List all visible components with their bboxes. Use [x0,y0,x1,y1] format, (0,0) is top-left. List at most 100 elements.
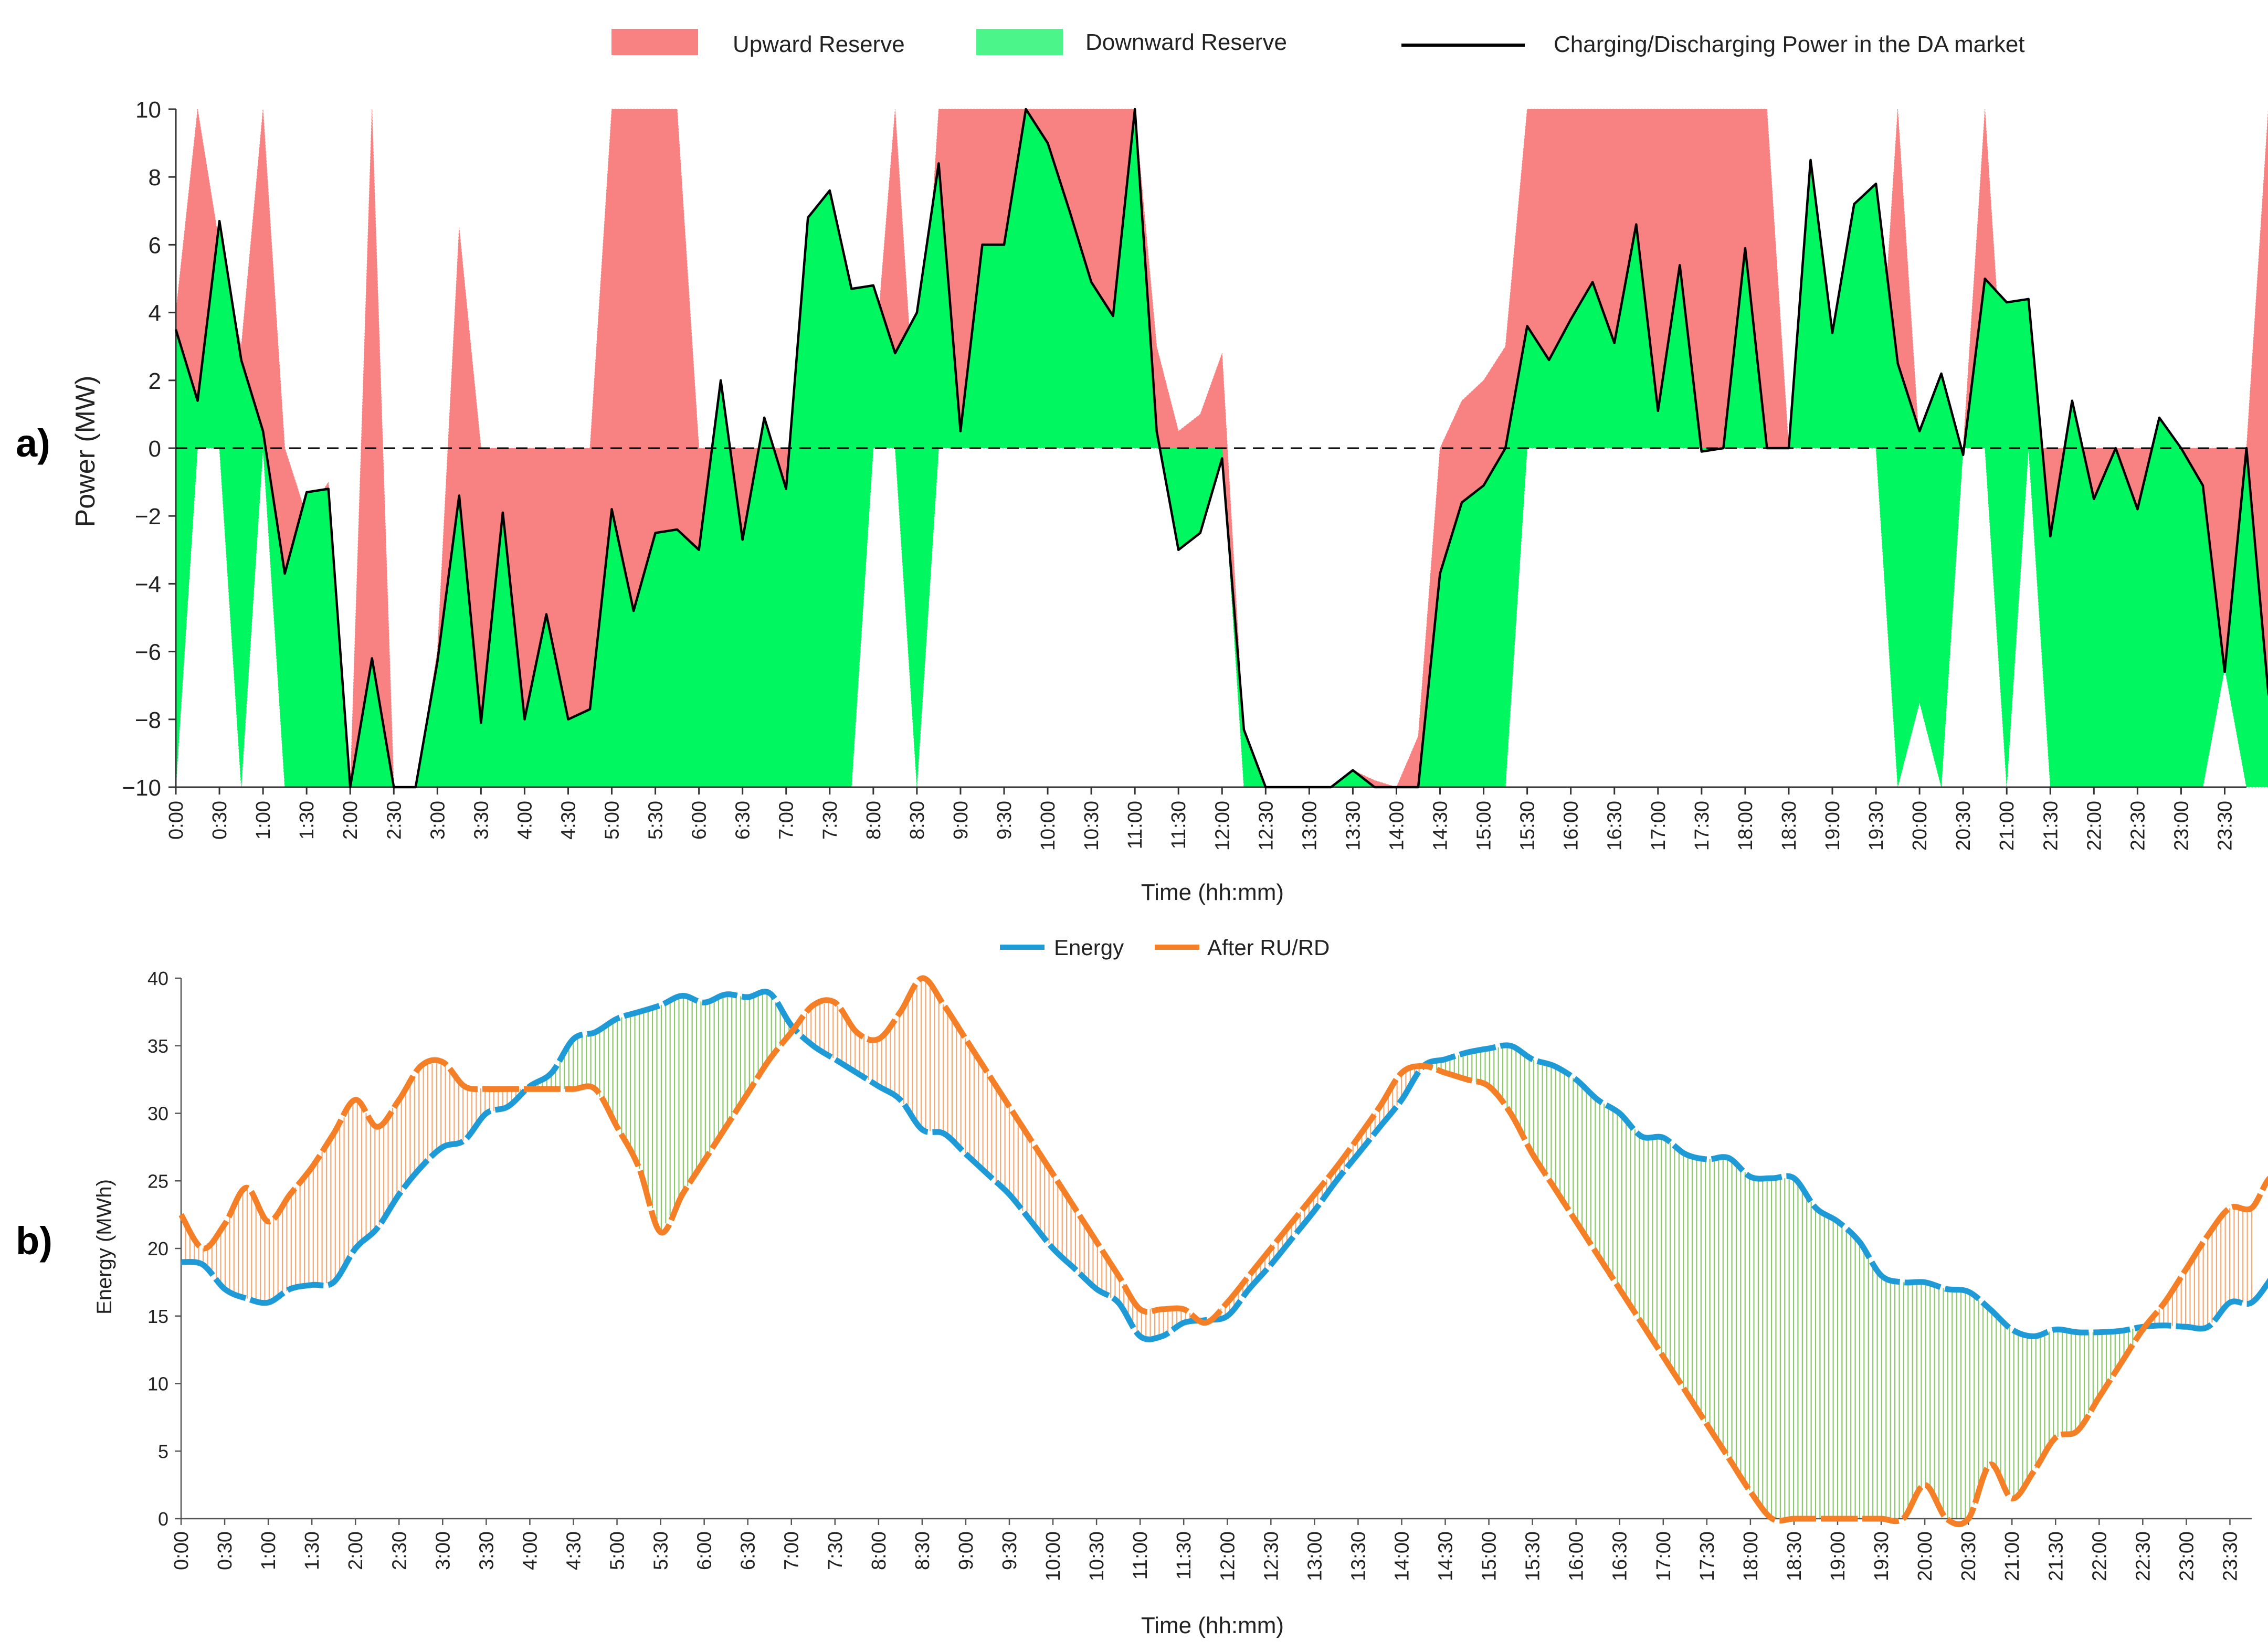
panel-a-y-tick-label: −4 [135,571,161,597]
panel-a-y-tick-label: 0 [149,436,161,462]
panel-b-x-tick-label: 13:00 [1304,1531,1326,1581]
panel-b-x-tick-label: 15:00 [1479,1531,1501,1581]
panel-a-x-tick-label: 5:00 [602,801,624,840]
panel-a-y-tick-label: 10 [135,97,161,123]
panel-a-x-tick-label: 13:30 [1342,801,1364,851]
legend-power-label: Charging/Discharging Power in the DA mar… [1554,31,2025,57]
panel-a-y-tick-label: 4 [149,301,161,326]
panel-a-x-axis-title: Time (hh:mm) [1141,880,1284,905]
panel-a-y-tick-label: 8 [149,165,161,190]
panel-b-y-tick-label: 15 [147,1306,168,1327]
panel-a-y-tick-labels: 10 8 6 4 2 0 −2 −4 −6 −8 −10 [122,97,161,801]
panel-a-x-tick-label: 16:30 [1604,801,1626,851]
power-line-series [174,108,2268,789]
panel-b-x-tick-label: 9:30 [999,1531,1021,1570]
after-ru-rd-line [178,975,2268,1527]
panel-a-x-tick-label: 19:30 [1865,801,1887,851]
panel-a-x-tick-label: 6:00 [689,801,711,840]
legend-upward-swatch [611,29,698,55]
panel-a-x-tick-label: 14:00 [1386,801,1408,851]
panel-b-y-tick-label: 10 [147,1373,168,1395]
panel-a-x-tick-label: 12:00 [1211,801,1233,851]
panel-b-label: b) [16,1219,52,1263]
panel-a-x-tick-label: 5:30 [645,801,667,840]
panel-a-x-tick-label: 13:00 [1299,801,1321,851]
panel-a-x-tick-label: 14:30 [1430,801,1452,851]
panel-b-x-tick-label: 9:00 [955,1531,977,1570]
panel-b-x-tick-label: 15:30 [1522,1531,1544,1581]
panel-a-x-tick-label: 7:30 [819,801,841,840]
panel-a-x-tick-label: 4:30 [557,801,579,840]
panel-b-x-tick-label: 3:00 [432,1531,454,1570]
panel-a-x-tick-labels: 0:00 0:30 1:00 1:30 2:00 2:30 3:00 3:30 4:00 4:30… [165,801,2236,851]
panel-a-x-tick-label: 23:00 [2170,801,2192,851]
panel-b-x-tick-label: 18:00 [1740,1531,1762,1581]
panel-a-x-tick-label: 22:30 [2127,801,2149,851]
panel-b-x-tick-label: 11:00 [1130,1531,1152,1580]
panel-a-y-tick-label: −8 [135,707,161,733]
panel-b-x-tick-label: 6:00 [694,1531,716,1570]
panel-a-x-tick-label: 20:00 [1909,801,1931,851]
panel-b-x-tick-label: 14:30 [1435,1531,1457,1581]
panel-a-x-tick-label: 17:00 [1648,801,1670,851]
panel-a-x-tick-label: 3:30 [470,801,492,840]
panel-b-x-tick-label: 1:30 [301,1531,323,1570]
panel-b-x-tick-label: 13:30 [1347,1531,1369,1581]
panel-a-y-tick-label: 2 [149,368,161,394]
panel-a-x-tick-label: 11:30 [1168,801,1190,849]
panel-b-y-tick-label: 25 [147,1170,168,1192]
legend-after-label: After RU/RD [1207,935,1330,960]
panel-a-x-tick-label: 1:30 [296,801,318,840]
panel-b-x-tick-label: 19:30 [1871,1531,1893,1581]
panel-a-x-tick-label: 7:00 [776,801,798,840]
panel-b-y-tick-label: 30 [147,1103,168,1125]
panel-b-x-tick-label: 7:30 [825,1531,847,1570]
energy-line [181,989,2268,1342]
panel-b-x-tick-label: 5:30 [650,1531,672,1570]
panel-a-x-tick-label: 10:30 [1081,801,1103,851]
panel-a-x-tick-label: 22:00 [2083,801,2105,851]
panel-b-x-tick-label: 23:00 [2176,1531,2198,1581]
panel-b-y-tick-label: 35 [147,1035,168,1057]
panel-b-axes [175,977,2252,1525]
panel-a-x-tick-label: 9:00 [950,801,972,840]
panel-a-x-tick-label: 2:00 [340,801,362,840]
panel-b-x-tick-label: 17:30 [1696,1531,1718,1581]
panel-b-x-tick-label: 19:00 [1827,1531,1849,1581]
panel-b-x-axis-title: Time (hh:mm) [1141,1613,1284,1638]
panel-a-y-tick-label: 6 [149,232,161,258]
panel-b-x-tick-label: 12:30 [1260,1531,1282,1581]
panel-a-x-tick-label: 19:00 [1822,801,1844,851]
panel-b-x-tick-label: 11:30 [1173,1531,1195,1580]
panel-a-y-tick-label: −6 [135,640,161,665]
panel-b-x-tick-label: 12:00 [1217,1531,1239,1581]
panel-b-x-tick-label: 4:00 [519,1531,541,1570]
panel-a-x-tick-label: 18:30 [1778,801,1800,851]
panel-b-x-tick-label: 7:00 [781,1531,803,1570]
power-line [174,108,2268,789]
panel-a-y-axis-title: Power (MW) [70,376,101,527]
panel-a-x-tick-label: 10:00 [1037,801,1059,851]
panel-b-x-tick-label: 1:00 [258,1531,280,1570]
panel-b-x-tick-label: 22:00 [2088,1531,2111,1581]
panel-a-x-tick-label: 9:30 [994,801,1016,840]
panel-b-x-tick-labels: 0:00 0:30 1:00 1:30 2:00 2:30 3:00 3:30 4:00 4:30… [171,1531,2241,1581]
after-ru-rd-series [178,975,2268,1527]
panel-b-x-tick-label: 2:30 [388,1531,410,1570]
panel-b-legend: Energy After RU/RD [1000,935,1330,960]
panel-a-label: a) [16,421,50,465]
panel-a-x-tick-label: 15:30 [1517,801,1539,851]
panel-b-x-tick-label: 18:30 [1784,1531,1806,1581]
panel-a-x-tick-label: 21:30 [2040,801,2062,851]
panel-a-x-tick-label: 23:30 [2214,801,2236,851]
panel-b-x-tick-label: 21:00 [2001,1531,2023,1581]
panel-a-x-tick-label: 3:00 [427,801,449,840]
panel-a-y-tick-label: −10 [122,775,161,801]
panel-a-x-tick-label: 18:00 [1735,801,1757,851]
panel-b-x-tick-label: 10:30 [1086,1531,1108,1581]
panel-a-legend: Upward Reserve Downward Reserve Charging… [611,29,2025,57]
panel-b-x-tick-label: 22:30 [2132,1531,2154,1581]
panel-a-x-tick-label: 8:30 [906,801,929,840]
panel-b-y-tick-labels: 40 35 30 25 20 15 10 5 0 [147,968,168,1530]
